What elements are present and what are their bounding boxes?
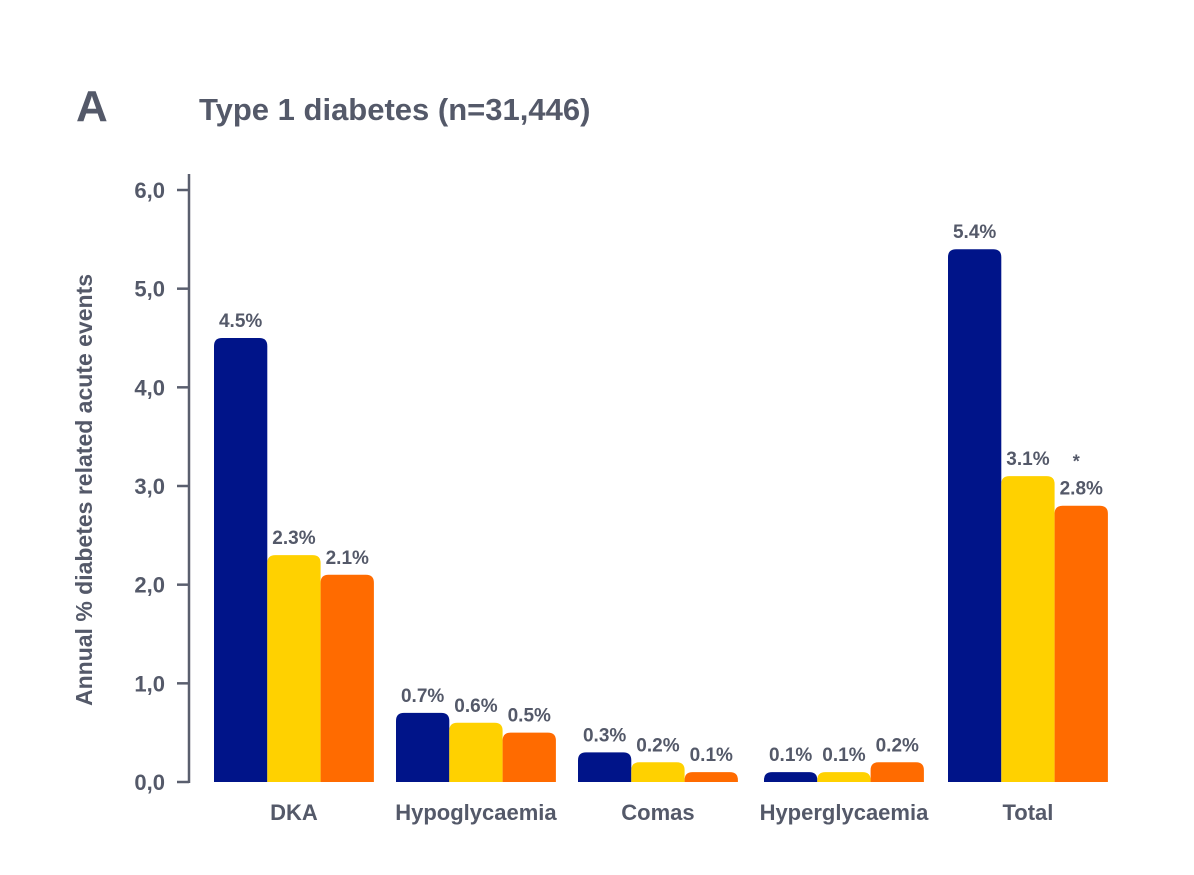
bar-dka	[320, 574, 374, 782]
bar-dka	[214, 338, 268, 782]
data-label: 2.1%	[326, 548, 369, 569]
data-label: 4.5%	[219, 311, 262, 332]
bar-total	[1001, 476, 1055, 782]
data-label: 0.6%	[454, 696, 497, 717]
bar-hypoglycaemia	[502, 732, 556, 782]
category-label: DKA	[270, 800, 318, 825]
data-label: 0.3%	[583, 725, 626, 746]
panel-letter: A	[76, 82, 108, 131]
y-tick-label: 6,0	[134, 178, 165, 203]
data-label: 0.2%	[636, 735, 679, 756]
significance-asterisk: *	[1073, 452, 1080, 472]
data-label: 0.2%	[876, 735, 919, 756]
bar-hypoglycaemia	[449, 722, 503, 782]
category-label: Hyperglycaemia	[760, 800, 930, 825]
bar-hyperglycaemia	[817, 772, 871, 782]
data-label: 0.1%	[822, 745, 865, 766]
category-label: Comas	[621, 800, 694, 825]
y-tick-label: 1,0	[134, 671, 165, 696]
data-label: 0.7%	[401, 686, 444, 707]
data-label: 2.8%	[1060, 479, 1103, 500]
data-label: 2.3%	[272, 528, 315, 549]
data-label: 0.1%	[769, 745, 812, 766]
y-tick-label: 3,0	[134, 474, 165, 499]
data-label: 5.4%	[953, 222, 996, 243]
y-tick-label: 2,0	[134, 573, 165, 598]
data-label: 0.1%	[690, 745, 733, 766]
category-label: Hypoglycaemia	[395, 800, 557, 825]
bar-comas	[631, 762, 685, 782]
data-label: 0.5%	[508, 706, 551, 727]
y-axis-label: Annual % diabetes related acute events	[71, 274, 97, 706]
bar-dka	[267, 555, 321, 782]
y-tick-label: 5,0	[134, 277, 165, 302]
category-label: Total	[1002, 800, 1053, 825]
bar-total	[948, 249, 1002, 782]
y-tick-label: 4,0	[134, 375, 165, 400]
bar-hypoglycaemia	[396, 712, 450, 782]
bar-comas	[684, 772, 738, 782]
bar-hyperglycaemia	[764, 772, 818, 782]
y-tick-label: 0,0	[134, 770, 165, 795]
bar-total	[1054, 505, 1108, 782]
bar-comas	[578, 752, 632, 782]
chart-title: Type 1 diabetes (n=31,446)	[199, 92, 590, 127]
data-label: 3.1%	[1006, 449, 1049, 470]
bar-hyperglycaemia	[870, 762, 924, 782]
